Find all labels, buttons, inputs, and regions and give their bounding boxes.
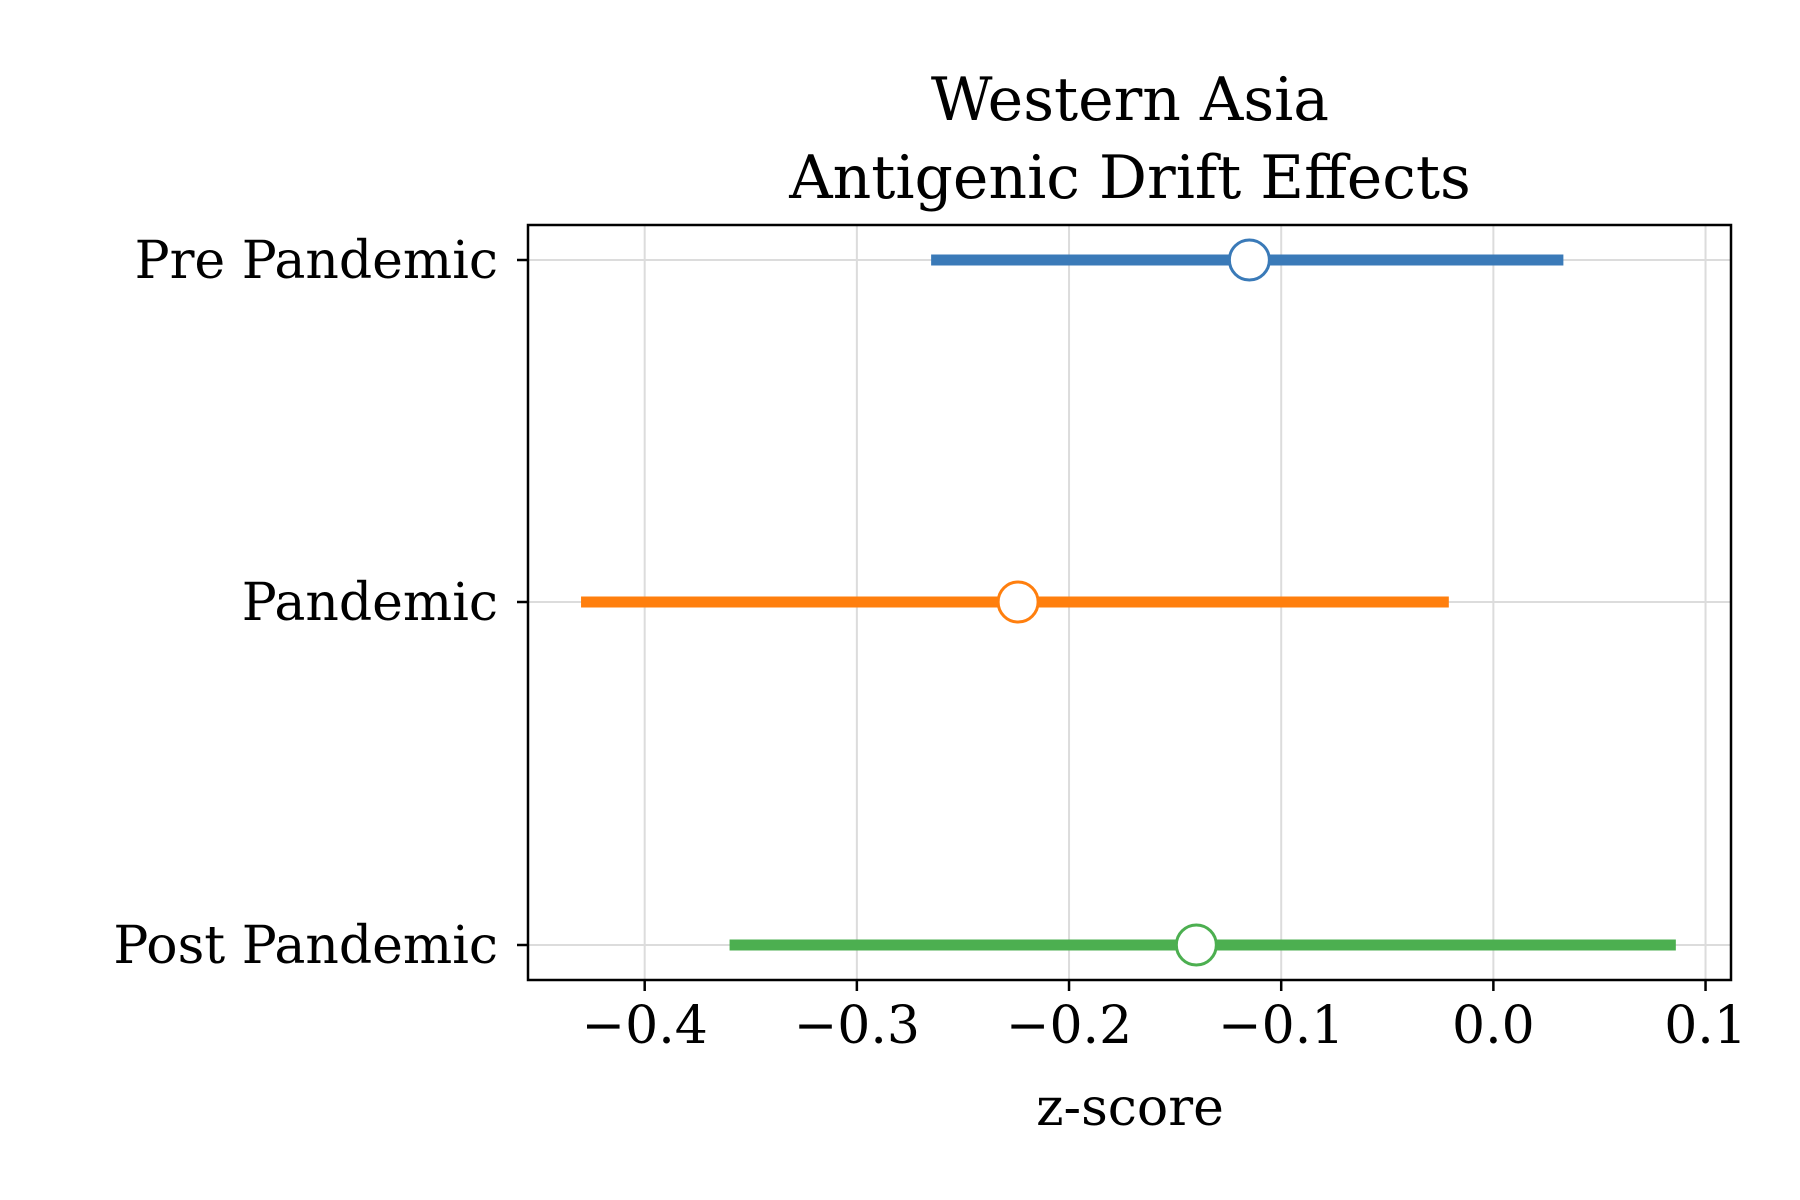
y-tick-label: Pre Pandemic — [135, 231, 498, 291]
chart-title-line-2: Antigenic Drift Effects — [788, 143, 1471, 213]
x-tick-label: 0.1 — [1664, 996, 1747, 1056]
estimate-point — [1227, 238, 1271, 282]
x-tick-label: 0.0 — [1452, 996, 1535, 1056]
chart-title-line-1: Western Asia — [931, 65, 1329, 135]
x-tick-label: −0.3 — [794, 996, 920, 1056]
y-tick-label: Pandemic — [242, 573, 498, 633]
estimate-point — [996, 580, 1040, 624]
x-tick-label: −0.2 — [1006, 996, 1132, 1056]
x-tick-label: −0.4 — [582, 996, 708, 1056]
y-tick-label: Post Pandemic — [113, 916, 498, 976]
y-axis-ticks: Pre Pandemic Pandemic Post Pandemic — [113, 231, 528, 976]
x-axis-label: z-score — [1036, 1078, 1224, 1138]
estimate-point — [1174, 923, 1218, 967]
data-marks — [581, 238, 1676, 967]
x-axis-ticks: −0.4 −0.3 −0.2 −0.1 0.0 0.1 — [582, 980, 1747, 1056]
x-tick-label: −0.1 — [1218, 996, 1344, 1056]
